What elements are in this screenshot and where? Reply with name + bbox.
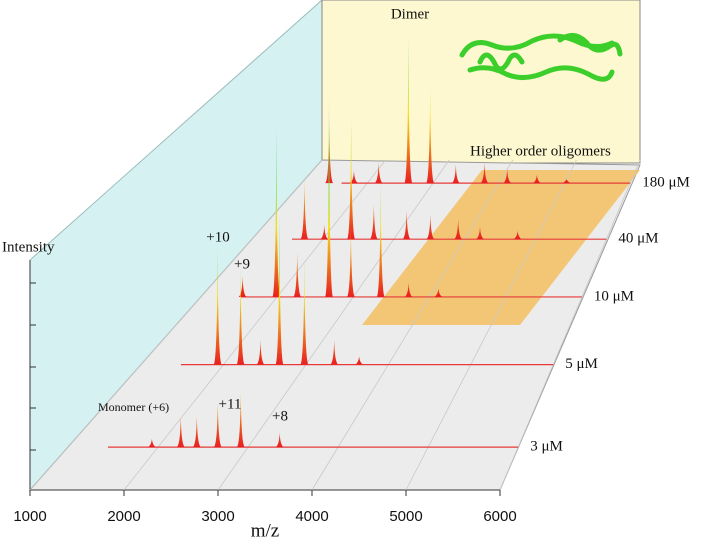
peak — [532, 174, 541, 184]
peak — [192, 416, 201, 448]
peak — [236, 391, 245, 448]
grid-line — [217, 159, 450, 491]
peak — [347, 119, 356, 240]
peak — [369, 204, 378, 240]
peak — [376, 181, 385, 297]
x-axis-label: m/z — [251, 520, 280, 541]
peak — [404, 282, 413, 297]
series-label: 3 μM — [530, 439, 563, 455]
peak — [275, 432, 284, 448]
annotation: +11 — [219, 396, 242, 412]
intensity-ticks — [30, 282, 36, 451]
grid-line — [123, 159, 386, 491]
peak — [346, 226, 355, 297]
peak — [293, 251, 302, 297]
series-label: 10 μM — [594, 288, 634, 304]
peak — [426, 214, 435, 240]
peak — [454, 218, 463, 240]
peak — [300, 179, 309, 240]
peak — [213, 246, 222, 365]
x-tick-label: 5000 — [389, 508, 422, 525]
annotation: Monomer (+6) — [98, 400, 169, 414]
peak — [330, 339, 339, 365]
annotation: +9 — [234, 256, 250, 272]
peak — [475, 226, 484, 240]
peak — [325, 96, 334, 297]
peak — [374, 162, 383, 184]
peak — [272, 127, 281, 297]
series-label: 180 μM — [642, 175, 690, 191]
peak — [503, 168, 512, 184]
grid-line — [311, 159, 514, 491]
x-tick-label: 3000 — [201, 508, 234, 525]
helix — [467, 65, 615, 82]
annotation: Higher order oligomers — [470, 143, 611, 159]
y-axis-label: Intensity — [2, 239, 55, 255]
grid-line — [499, 159, 641, 491]
peak — [213, 401, 222, 448]
protein-icon — [459, 33, 623, 82]
grid-line — [29, 159, 323, 491]
peak — [256, 339, 265, 365]
peak — [562, 178, 571, 184]
peak — [404, 38, 413, 184]
peak — [434, 288, 443, 297]
x-tick-label: 6000 — [483, 508, 516, 525]
series-label: 5 μM — [565, 356, 598, 372]
peak — [480, 162, 489, 184]
peak — [236, 265, 245, 365]
peak — [355, 356, 364, 365]
peak — [176, 416, 185, 448]
peak — [275, 215, 284, 365]
x-tick-label: 1000 — [13, 508, 46, 525]
grid-line — [405, 159, 577, 491]
peak — [300, 259, 309, 365]
series-label: 40 μM — [618, 231, 658, 247]
helix — [477, 52, 525, 72]
oligomer-region — [362, 170, 640, 325]
annotation: Dimer — [391, 6, 429, 22]
peak — [402, 210, 411, 240]
peak — [238, 276, 247, 297]
peak — [320, 224, 329, 240]
x-tick-label: 4000 — [295, 508, 328, 525]
peak — [451, 164, 460, 184]
peak — [349, 170, 358, 184]
annotation: +10 — [206, 229, 229, 245]
annotation: +8 — [272, 408, 288, 424]
back-wall — [321, 0, 641, 164]
helix — [557, 33, 623, 57]
x-tick-label: 2000 — [107, 508, 140, 525]
peak — [147, 438, 156, 448]
peak — [513, 230, 522, 240]
peak — [426, 87, 435, 184]
